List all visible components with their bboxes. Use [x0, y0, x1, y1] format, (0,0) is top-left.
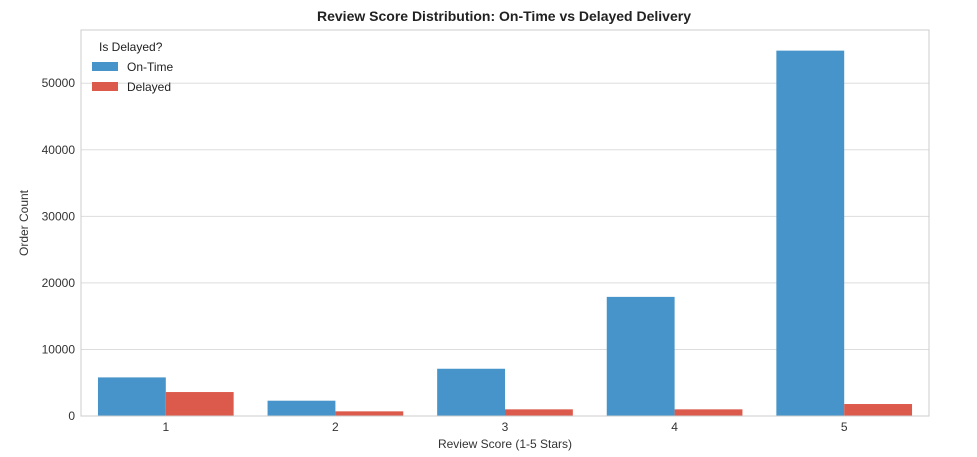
y-tick-label: 50000: [42, 76, 76, 90]
legend-label-on-time: On-Time: [127, 60, 174, 74]
bar-on-time-4: [606, 296, 675, 416]
x-tick-label: 2: [332, 420, 339, 434]
legend-label-delayed: Delayed: [127, 80, 171, 94]
legend-swatch-on-time: [92, 62, 118, 71]
chart-title: Review Score Distribution: On-Time vs De…: [317, 8, 691, 24]
bar-delayed-3: [505, 409, 573, 416]
x-axis-label: Review Score (1-5 Stars): [438, 437, 572, 451]
bars: [97, 50, 913, 416]
x-tick-label: 4: [671, 420, 678, 434]
bar-on-time-3: [437, 368, 505, 416]
y-tick-labels: 0 10000 20000 30000 40000 50000: [42, 76, 76, 423]
legend-swatch-delayed: [92, 82, 118, 91]
bar-delayed-5: [844, 404, 913, 416]
plot-frame: [80, 29, 930, 417]
bar-on-time-5: [776, 50, 845, 416]
y-tick-label: 40000: [42, 143, 76, 157]
y-tick-label: 20000: [42, 276, 76, 290]
y-tick-label: 30000: [42, 209, 76, 223]
bar-on-time-1: [97, 377, 166, 416]
bar-on-time-2: [267, 400, 336, 416]
y-tick-label: 0: [68, 409, 75, 423]
legend-title: Is Delayed?: [99, 40, 163, 54]
x-tick-labels: 1 2 3 4 5: [162, 420, 847, 434]
y-axis-label: Order Count: [17, 189, 31, 256]
legend: Is Delayed? On-Time Delayed: [92, 40, 174, 94]
bar-delayed-1: [165, 392, 234, 416]
y-tick-label: 10000: [42, 342, 76, 356]
bar-delayed-2: [335, 411, 404, 416]
bar-delayed-4: [674, 409, 743, 416]
x-tick-label: 3: [502, 420, 509, 434]
x-tick-label: 5: [841, 420, 848, 434]
x-tick-label: 1: [162, 420, 169, 434]
